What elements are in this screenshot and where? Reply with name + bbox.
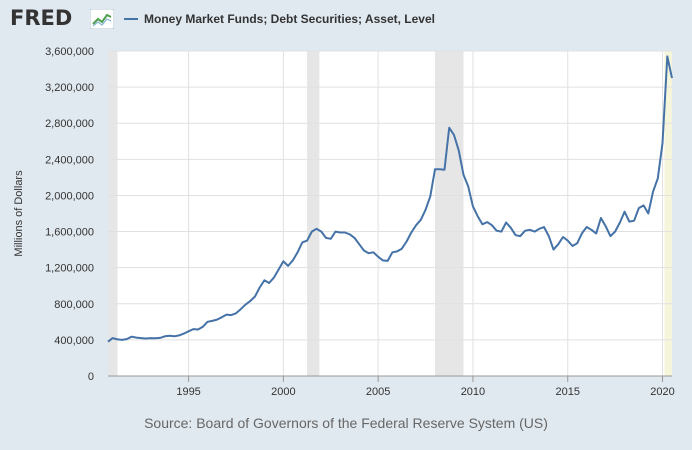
y-tick-label-1: 400,000 (54, 335, 94, 347)
recession-bands (108, 51, 672, 376)
y-tick-label-0: 0 (88, 371, 94, 383)
legend-swatch (124, 18, 138, 20)
chart-header: FRED Money Market Funds; Debt Securities… (0, 0, 692, 38)
series-layer (107, 55, 673, 343)
recession-band-1 (307, 51, 320, 376)
x-tick-label-2: 2005 (366, 386, 390, 398)
y-tick-label-6: 2,400,000 (45, 154, 94, 166)
x-tick-label-4: 2015 (555, 386, 579, 398)
y-tick-label-2: 800,000 (54, 299, 94, 311)
y-axis-title: Millions of Dollars (13, 170, 25, 257)
source-note: Source: Board of Governors of the Federa… (144, 415, 548, 431)
y-axis: 0 400,000 800,000 1,200,000 1,600,000 2,000,0… (45, 46, 94, 383)
recession-band-2 (435, 51, 464, 376)
y-tick-label-8: 3,200,000 (45, 82, 94, 94)
x-tick-label-5: 2020 (650, 386, 674, 398)
trend-line-icon (90, 9, 114, 29)
y-tick-label-7: 2,800,000 (45, 118, 94, 130)
fred-logo[interactable]: FRED (10, 6, 73, 30)
x-axis: 1995 2000 2005 2010 2015 2020 (108, 375, 675, 398)
x-tick-label-1: 2000 (271, 386, 295, 398)
x-tick-label-3: 2010 (461, 386, 485, 398)
y-tick-label-5: 2,000,000 (45, 190, 94, 202)
recession-band-0 (108, 51, 118, 376)
x-tick-label-0: 1995 (176, 386, 200, 398)
y-tick-label-4: 1,600,000 (45, 227, 94, 239)
grid-lines (108, 50, 672, 377)
series-line-0[interactable] (107, 55, 673, 343)
legend-series-label: Money Market Funds; Debt Securities; Ass… (144, 12, 435, 26)
y-tick-label-3: 1,200,000 (45, 263, 94, 275)
plot-area (108, 51, 672, 376)
y-tick-label-9: 3,600,000 (45, 46, 94, 58)
recession-band-3 (664, 51, 672, 376)
